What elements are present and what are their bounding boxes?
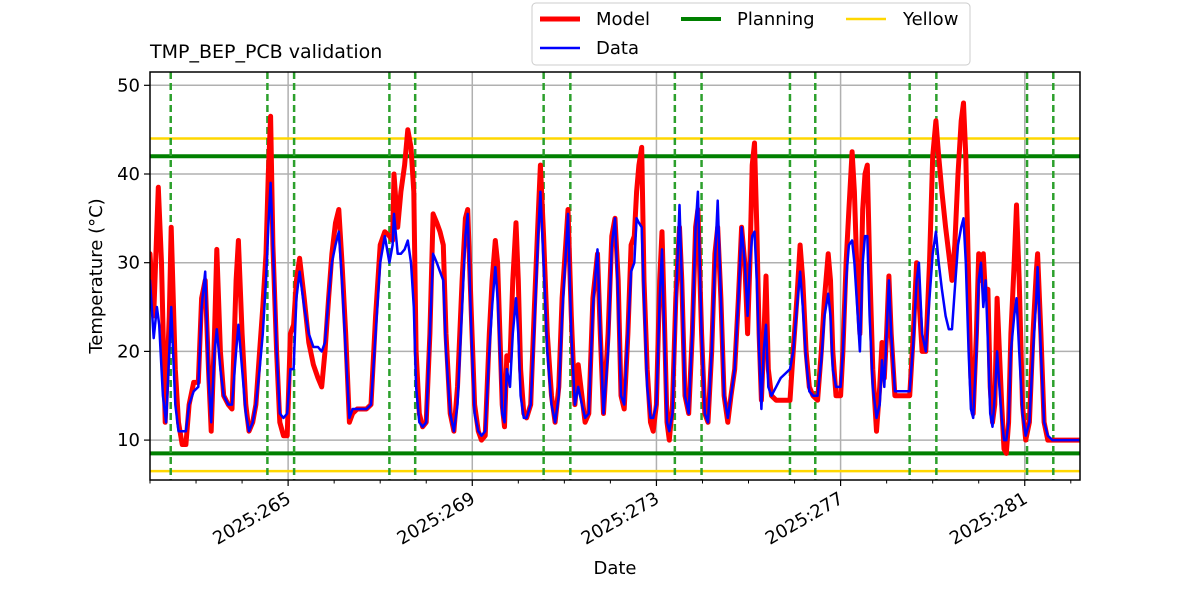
y-tick-label: 10 bbox=[117, 430, 140, 451]
series-layer bbox=[150, 100, 1080, 456]
x-tick-label: 2025:265 bbox=[209, 488, 294, 549]
chart-title: TMP_BEP_PCB validation bbox=[149, 41, 382, 63]
x-axis-label: Date bbox=[593, 558, 636, 579]
plot-frame bbox=[149, 71, 1081, 481]
y-tick-label: 20 bbox=[117, 341, 140, 362]
legend-label-yellow: Yellow bbox=[902, 9, 958, 30]
legend-label-data: Data bbox=[596, 38, 639, 59]
x-tick-label: 2025:269 bbox=[394, 488, 479, 549]
y-tick-label: 30 bbox=[117, 253, 140, 274]
y-tick-label: 40 bbox=[117, 164, 140, 185]
limit-lines bbox=[150, 137, 1080, 473]
x-tick-label: 2025:281 bbox=[946, 488, 1031, 549]
x-tick-label: 2025:277 bbox=[762, 488, 847, 549]
legend-label-planning: Planning bbox=[737, 9, 815, 30]
legend: Model Data Planning Yellow bbox=[531, 2, 971, 66]
y-axis-label: Temperature (°C) bbox=[86, 198, 107, 354]
y-tick-label: 50 bbox=[117, 75, 140, 96]
legend-label-model: Model bbox=[596, 9, 650, 30]
series-line-model bbox=[150, 100, 1080, 456]
series-line-data bbox=[150, 181, 1080, 442]
x-tick-label: 2025:273 bbox=[578, 488, 663, 549]
